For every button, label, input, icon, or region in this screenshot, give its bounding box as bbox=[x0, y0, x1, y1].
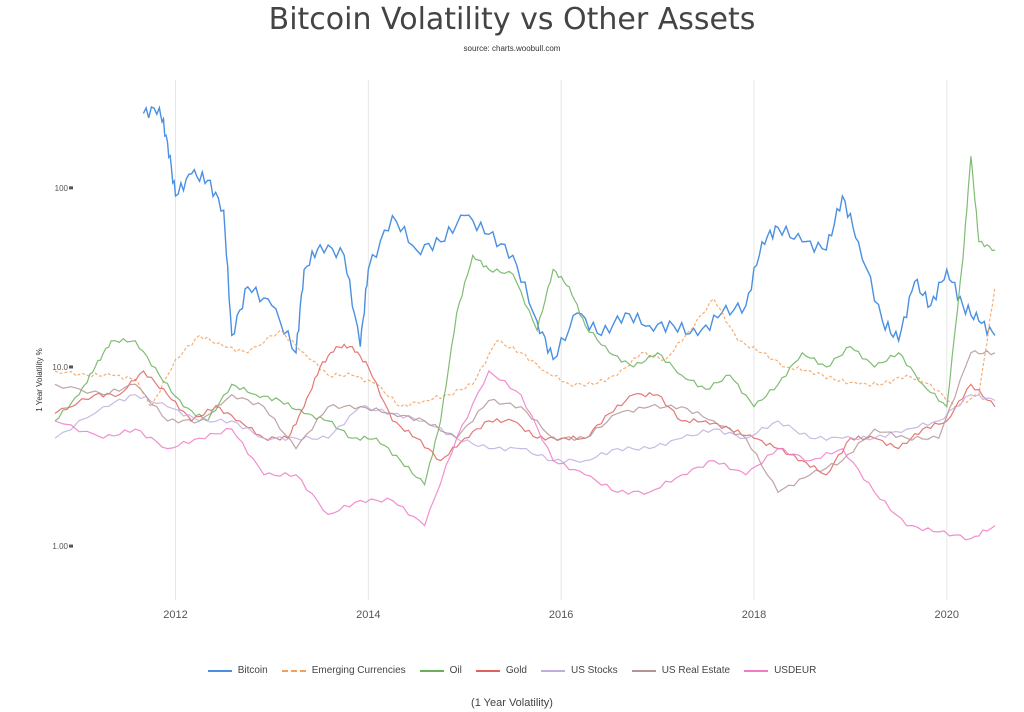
chart-title: Bitcoin Volatility vs Other Assets bbox=[268, 2, 756, 37]
y-tick-label: 10.0 bbox=[52, 363, 68, 372]
series-line-gold bbox=[54, 343, 996, 476]
x-tick-label: 2020 bbox=[935, 609, 959, 621]
x-axis-label: (1 Year Volatility) bbox=[471, 697, 553, 709]
series-line-bitcoin bbox=[142, 105, 996, 361]
y-axis-label: 1 Year Volatility % bbox=[35, 348, 44, 412]
legend-swatch bbox=[541, 669, 565, 672]
series-line-us-stocks bbox=[54, 393, 996, 464]
x-tick-label: 2018 bbox=[742, 609, 766, 621]
y-tick-label: 100 bbox=[55, 184, 69, 193]
legend-label: Emerging Currencies bbox=[311, 665, 406, 676]
legend-item-gold[interactable]: Gold bbox=[475, 665, 527, 676]
legend: Bitcoin Emerging Currencies Oil Gold US Stoc… bbox=[0, 665, 1024, 676]
legend-swatch bbox=[631, 669, 656, 672]
x-tick-label: 2014 bbox=[356, 609, 380, 621]
x-tick-label: 2012 bbox=[163, 609, 187, 621]
legend-label: Bitcoin bbox=[237, 665, 268, 676]
legend-item-bitcoin[interactable]: Bitcoin bbox=[207, 665, 268, 676]
legend-swatch bbox=[419, 669, 444, 672]
legend-item-usdeur[interactable]: USDEUR bbox=[744, 665, 816, 676]
series-line-oil bbox=[54, 156, 996, 487]
legend-swatch bbox=[475, 669, 500, 672]
legend-label: USDEUR bbox=[774, 665, 817, 676]
series-layer bbox=[54, 105, 996, 541]
series-line-usdeur bbox=[54, 370, 996, 541]
axis-layer: 2012 2014 2016 2018 2020 1.00 10.0 100 bbox=[52, 184, 959, 621]
y-tick-label: 1.00 bbox=[52, 542, 68, 551]
y-tick-mark bbox=[69, 365, 73, 369]
series-line-us-real-estate bbox=[54, 349, 996, 494]
legend-swatch bbox=[207, 669, 232, 672]
legend-label: US Real Estate bbox=[661, 665, 731, 676]
legend-item-emerging-currencies[interactable]: Emerging Currencies bbox=[281, 665, 406, 676]
chart-subtitle: source: charts.woobull.com bbox=[463, 44, 561, 53]
legend-label: US Stocks bbox=[571, 665, 618, 676]
series-line-emerging-currencies bbox=[54, 286, 996, 408]
legend-label: Oil bbox=[449, 665, 462, 676]
y-tick-mark bbox=[69, 186, 73, 190]
legend-swatch bbox=[744, 669, 769, 672]
y-tick-mark bbox=[69, 544, 73, 548]
legend-label: Gold bbox=[505, 665, 527, 676]
legend-item-us-stocks[interactable]: US Stocks bbox=[541, 665, 618, 676]
legend-swatch bbox=[281, 669, 306, 672]
legend-item-oil[interactable]: Oil bbox=[419, 665, 462, 676]
legend-item-us-real-estate[interactable]: US Real Estate bbox=[631, 665, 731, 676]
x-tick-label: 2016 bbox=[549, 609, 573, 621]
